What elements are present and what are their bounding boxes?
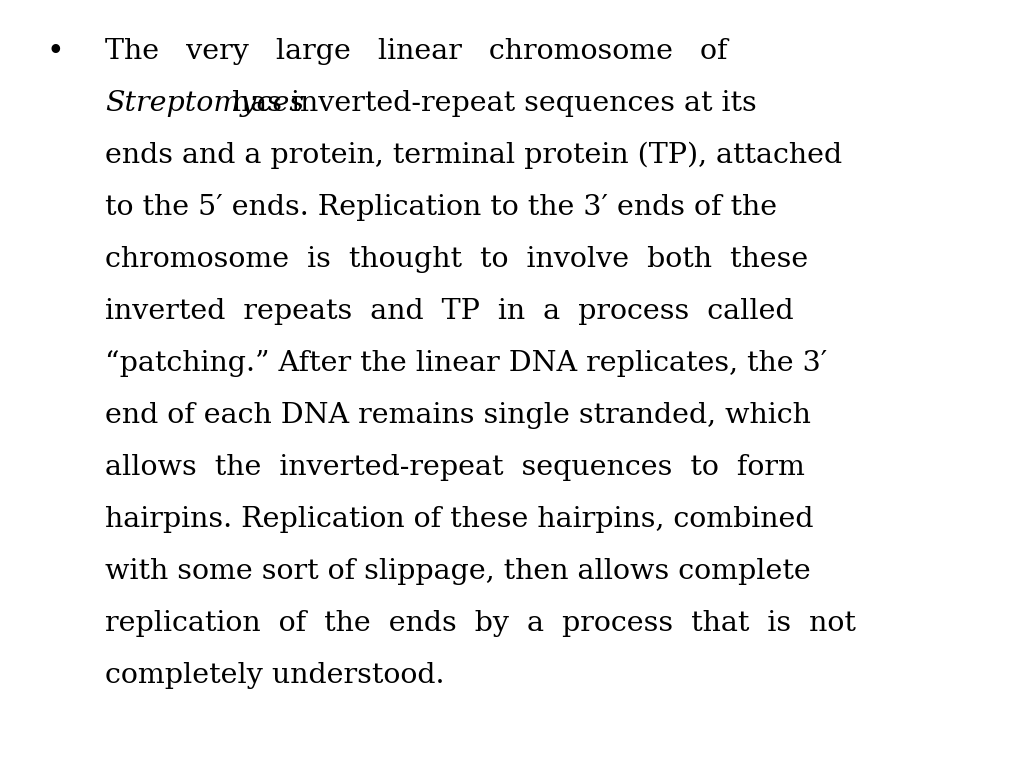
Text: to the 5′ ends. Replication to the 3′ ends of the: to the 5′ ends. Replication to the 3′ en… xyxy=(105,194,777,221)
Text: completely understood.: completely understood. xyxy=(105,662,444,689)
Text: end of each DNA remains single stranded, which: end of each DNA remains single stranded,… xyxy=(105,402,811,429)
Text: replication  of  the  ends  by  a  process  that  is  not: replication of the ends by a process tha… xyxy=(105,610,856,637)
Text: •: • xyxy=(46,38,63,66)
Text: The   very   large   linear   chromosome   of: The very large linear chromosome of xyxy=(105,38,727,65)
Text: hairpins. Replication of these hairpins, combined: hairpins. Replication of these hairpins,… xyxy=(105,506,813,533)
Text: “patching.” After the linear DNA replicates, the 3′: “patching.” After the linear DNA replica… xyxy=(105,350,827,377)
Text: chromosome  is  thought  to  involve  both  these: chromosome is thought to involve both th… xyxy=(105,246,808,273)
Text: ends and a protein, terminal protein (TP), attached: ends and a protein, terminal protein (TP… xyxy=(105,142,842,170)
Text: Streptomyces has inverted-repeat sequences at its: Streptomyces has inverted-repeat sequenc… xyxy=(105,90,838,117)
Text: inverted  repeats  and  TP  in  a  process  called: inverted repeats and TP in a process cal… xyxy=(105,298,794,325)
Text: has inverted-repeat sequences at its: has inverted-repeat sequences at its xyxy=(222,90,757,117)
Text: allows  the  inverted-repeat  sequences  to  form: allows the inverted-repeat sequences to … xyxy=(105,454,805,481)
Text: with some sort of slippage, then allows complete: with some sort of slippage, then allows … xyxy=(105,558,811,585)
Text: Streptomyces: Streptomyces xyxy=(105,90,304,117)
